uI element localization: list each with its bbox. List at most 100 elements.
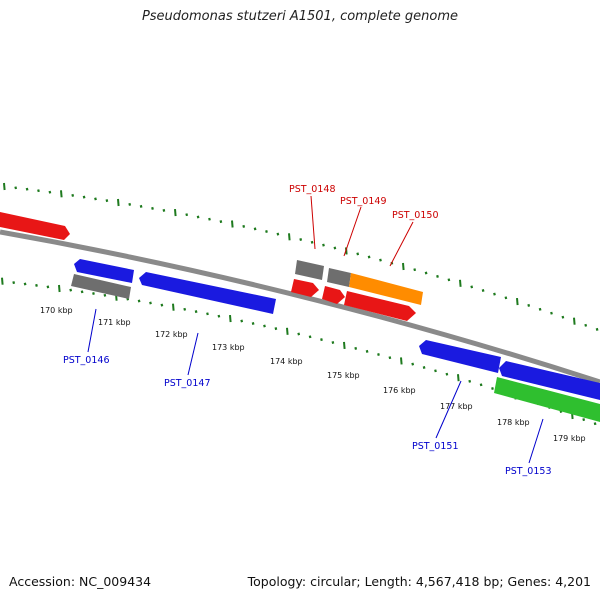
- inner-tick: [479, 383, 483, 387]
- inner-tick: [149, 301, 152, 305]
- label-pst-0149[interactable]: PST_0149: [340, 196, 387, 207]
- gene-pst-0151-arrow[interactable]: [419, 340, 501, 373]
- label-pst-0146[interactable]: PST_0146: [63, 355, 110, 366]
- gene-blue-right-arrow[interactable]: [499, 361, 600, 400]
- label-pst-0147[interactable]: PST_0147: [164, 378, 211, 389]
- outer-tick: [185, 213, 189, 217]
- leader-pst-0147: [187, 332, 199, 376]
- outer-tick: [3, 182, 6, 191]
- accession-text: Accession: NC_009434: [9, 574, 152, 589]
- inner-tick: [422, 366, 426, 369]
- outer-tick: [413, 268, 417, 272]
- inner-tick: [388, 356, 392, 360]
- inner-tick: [137, 299, 141, 303]
- leader-pst-0153: [528, 418, 544, 464]
- outer-tick: [162, 208, 166, 212]
- inner-tick: [582, 418, 586, 422]
- outer-tick: [322, 243, 325, 247]
- gene-pst-0147-arrow[interactable]: [139, 272, 276, 314]
- genome-backbone: [0, 229, 600, 385]
- genome-stats-text: Topology: circular; Length: 4,567,418 bp…: [247, 574, 591, 589]
- inner-tick: [297, 332, 301, 336]
- kbp-label: 178 kbp: [497, 418, 530, 427]
- outer-tick: [48, 190, 52, 194]
- outer-tick: [299, 238, 303, 241]
- inner-tick: [183, 307, 187, 311]
- outer-tick: [219, 220, 223, 224]
- inner-tick: [1, 277, 4, 285]
- inner-tick: [400, 357, 403, 365]
- inner-tick: [286, 327, 289, 335]
- inner-tick: [172, 303, 175, 311]
- inner-tick: [251, 322, 255, 325]
- outer-tick: [14, 186, 18, 190]
- gene-pst-0153-green[interactable]: [494, 377, 600, 422]
- outer-tick-row: [3, 182, 599, 331]
- outer-tick: [71, 193, 75, 197]
- kbp-label: 170 kbp: [40, 306, 73, 315]
- inner-tick: [468, 379, 472, 383]
- outer-tick: [436, 274, 439, 278]
- gene-pst-0150-arrow[interactable]: [344, 291, 416, 321]
- inner-tick: [445, 372, 449, 376]
- label-pst-0151[interactable]: PST_0151: [412, 441, 459, 452]
- outer-tick: [151, 206, 154, 210]
- inner-tick: [92, 292, 95, 295]
- inner-tick: [308, 335, 312, 339]
- inner-tick: [80, 290, 84, 294]
- inner-tick: [593, 422, 597, 426]
- label-pst-0153[interactable]: PST_0153: [505, 466, 552, 477]
- outer-tick: [139, 204, 143, 208]
- gene-forward-arrow[interactable]: [0, 212, 70, 240]
- outer-tick: [105, 199, 109, 203]
- outer-tick: [367, 255, 371, 259]
- inner-tick: [103, 293, 107, 297]
- outer-tick: [573, 317, 576, 325]
- inner-tick: [23, 282, 27, 286]
- gene-pst-0149-arrow[interactable]: [322, 286, 345, 304]
- outer-tick: [174, 209, 177, 217]
- label-pst-0148[interactable]: PST_0148: [289, 184, 336, 195]
- gene-pst-0149-box[interactable]: [327, 268, 351, 287]
- gene-pst-0148-arrow[interactable]: [291, 279, 319, 297]
- leader-pst-0146: [87, 308, 97, 353]
- kbp-label: 171 kbp: [98, 318, 131, 327]
- kbp-label: 175 kbp: [327, 371, 360, 380]
- gene-pst-0148-box[interactable]: [295, 260, 324, 280]
- kbp-label: 179 kbp: [553, 434, 586, 443]
- inner-tick: [58, 284, 61, 293]
- outer-tick: [333, 246, 337, 250]
- outer-tick: [470, 285, 474, 289]
- outer-tick: [516, 298, 519, 306]
- inner-tick: [160, 303, 164, 307]
- outer-tick: [402, 262, 405, 271]
- label-pst-0150[interactable]: PST_0150: [392, 210, 439, 221]
- kbp-label: 177 kbp: [440, 402, 473, 411]
- outer-tick: [481, 289, 485, 292]
- outer-tick: [231, 220, 234, 228]
- outer-tick: [253, 227, 257, 231]
- leader-pst-0150: [389, 221, 414, 267]
- gene-pst-0150-orange[interactable]: [349, 273, 423, 305]
- map-title: Pseudomonas stutzeri A1501, complete gen…: [141, 9, 459, 24]
- inner-tick: [491, 387, 494, 390]
- outer-tick: [493, 292, 496, 296]
- kbp-label: 176 kbp: [383, 386, 416, 395]
- outer-tick: [459, 279, 462, 287]
- inner-tick: [229, 315, 232, 323]
- gene-pst-0146-arrow[interactable]: [74, 259, 134, 283]
- inner-tick: [343, 341, 346, 349]
- kbp-label: 172 kbp: [155, 330, 188, 339]
- inner-tick: [320, 338, 323, 342]
- outer-tick: [265, 230, 268, 233]
- outer-tick: [117, 198, 120, 207]
- gene-pst-0146-box[interactable]: [71, 274, 131, 299]
- leader-pst-0151: [435, 380, 462, 439]
- outer-tick: [447, 278, 451, 282]
- outer-tick: [538, 307, 542, 311]
- kbp-label: 173 kbp: [212, 343, 245, 352]
- kbp-label: 174 kbp: [270, 357, 303, 366]
- inner-tick: [331, 341, 335, 344]
- outer-tick: [242, 224, 246, 228]
